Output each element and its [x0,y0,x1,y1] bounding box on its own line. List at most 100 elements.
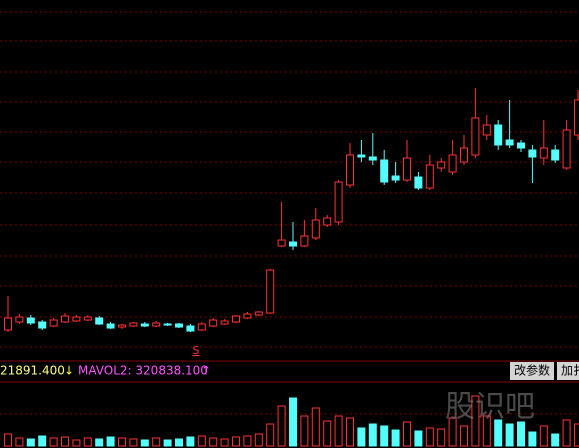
volume-bar [220,438,229,447]
candle-body [357,154,366,158]
candle-body [152,322,161,327]
candle-body [186,325,195,332]
candle-body [460,147,468,163]
volume-bar [380,425,389,447]
volume-bar [4,433,12,447]
volume-bar [26,438,35,447]
volume-bar [323,420,332,447]
candle-body [482,124,491,136]
volume-bar [528,431,537,447]
volume-bar [482,415,491,447]
candle-body [562,129,571,169]
volume-bar [140,439,149,447]
candle-body [574,99,579,136]
volume-bar [562,419,571,447]
candle-body [83,316,92,321]
volume-bar [277,405,286,447]
candle-body [551,149,560,161]
volume-bar [72,439,81,447]
volume-bar [448,417,457,447]
candle-body [15,316,24,323]
candle-body [118,324,126,328]
candle-body [232,315,240,323]
volume-bar [243,435,252,447]
candle-body [254,311,263,316]
candle-body [26,317,35,324]
candle-body [106,323,115,329]
volume-bar [403,421,411,447]
volume-bar [334,415,343,447]
volume-bar [129,438,138,447]
volume-bar [118,437,126,447]
volume-bar [311,407,320,447]
volume-bar [346,417,354,447]
button[interactable] [557,362,579,380]
candle-body [72,316,81,322]
volume-bar [574,423,579,447]
volume-bar [254,433,263,447]
volume-bar [368,423,377,447]
volume-bar [425,427,434,447]
candle-body [346,154,354,186]
volume-bar [551,433,560,447]
volume-bar [175,438,183,447]
candle-body [300,235,309,247]
candle-body [517,142,525,149]
candle-body [380,159,389,183]
candle-body [4,317,12,331]
candle-body [403,157,411,181]
info-arrow: ↓ [64,364,74,378]
candle-body [368,156,377,161]
volume-bar [357,427,366,447]
info-arrow: ↑ [201,364,211,378]
volume-bar [106,436,115,447]
candle-body [38,321,47,329]
grid [0,11,579,415]
candle-body [528,149,537,158]
candle-body [243,313,252,319]
volume-bar [539,425,548,447]
button-label[interactable]: 加扌 [561,364,579,378]
candle-body [209,319,218,327]
candle-body [437,161,446,169]
candle-body [220,320,229,325]
candle-body [175,323,183,328]
button[interactable] [510,362,554,380]
candle-body [277,239,286,247]
candle-body [494,124,503,146]
volume-bar [300,415,309,447]
volume-bar [460,425,468,447]
volume-bar [289,397,297,447]
candle-body [448,154,457,173]
candle-body [49,319,58,327]
volume-bar [391,429,400,447]
volume-bar [49,437,58,447]
volume-bar [186,436,195,447]
volume-bar [209,437,218,447]
watermark: 股识吧 [445,390,535,425]
volume-bar [414,430,423,447]
candle-body [163,323,172,326]
volume-bar [83,437,92,447]
candle-body [414,176,423,189]
volume-bar [61,436,69,447]
mavol-label: MAVOL2: 320838.100 [78,364,208,378]
candle-body [505,139,514,146]
candle-body [425,164,434,189]
signal-marker: S [193,344,200,357]
volume-bar [38,435,47,447]
volume-bar [95,438,104,447]
volume-bar [471,395,480,447]
candle-body [323,217,332,226]
candle-body [266,269,275,314]
volume-bar [15,437,24,447]
candle-body [95,317,104,325]
volume-bar [197,435,206,447]
candle-body [289,241,297,247]
volume-bar [517,421,525,447]
button-label[interactable]: 改参数 [514,363,550,378]
candle-body [334,181,343,223]
candle-body [61,315,69,323]
